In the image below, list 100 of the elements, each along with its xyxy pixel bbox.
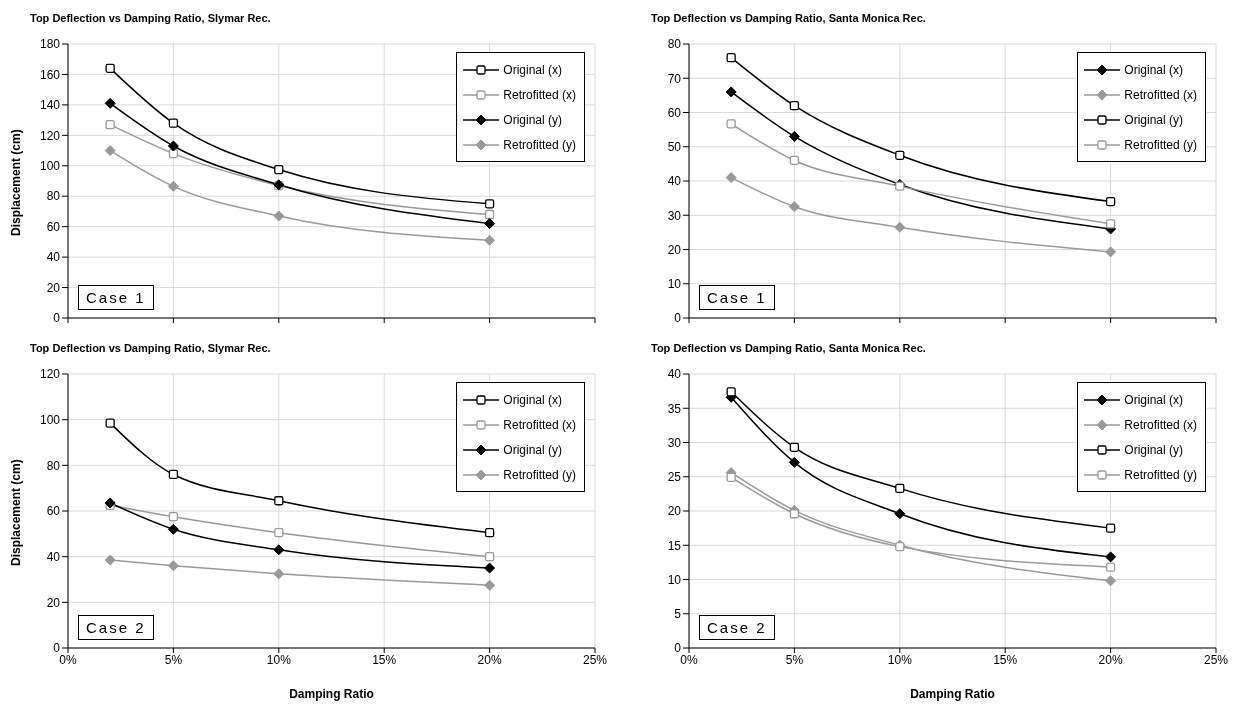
chart-title: Top Deflection vs Damping Ratio, Slymar Rec. [29, 341, 272, 356]
point [274, 528, 284, 538]
point [274, 496, 284, 506]
y-tick-label: 25 [667, 470, 682, 485]
legend-label: Original (x) [1124, 62, 1183, 77]
point [273, 210, 285, 222]
x-tick-label: 25% [1203, 652, 1229, 667]
point [789, 155, 800, 166]
point [895, 150, 905, 160]
point [484, 234, 496, 246]
x-tick-label: 5% [164, 652, 183, 667]
legend-label: Original (x) [1124, 392, 1183, 407]
legend-label: Original (y) [1124, 112, 1183, 127]
y-tick-label: 0 [53, 311, 61, 326]
legend-label: Original (x) [503, 392, 562, 407]
legend-label: Retrofitted (x) [1124, 87, 1197, 102]
point [1105, 219, 1116, 229]
y-tick-label: 80 [46, 458, 61, 473]
legend-label: Original (y) [1124, 442, 1183, 457]
point [789, 442, 800, 452]
chart-title: Top Deflection vs Damping Ratio, Santa Monica Rec. [650, 341, 927, 356]
y-tick-label: 140 [39, 98, 61, 113]
legend-label: Retrofitted (x) [503, 417, 576, 432]
annotation: Case 2 [699, 615, 775, 640]
y-tick-label: 40 [667, 174, 682, 189]
point [895, 483, 905, 494]
y-tick-label: 80 [667, 37, 682, 52]
point [788, 456, 800, 468]
point [726, 119, 736, 129]
point [789, 101, 800, 111]
y-tick-label: 20 [667, 504, 682, 519]
legend-label: Original (y) [503, 442, 562, 457]
legend-label: Retrofitted (x) [503, 87, 576, 102]
y-tick-label: 0 [53, 641, 61, 656]
point [274, 164, 284, 175]
point [167, 180, 179, 192]
point [105, 418, 115, 428]
point [484, 528, 495, 538]
y-tick-label: 120 [39, 367, 61, 382]
point [104, 97, 116, 109]
point [1105, 562, 1116, 572]
y-tick-label: 20 [46, 280, 61, 295]
y-tick-label: 160 [39, 67, 61, 82]
y-tick-label: 40 [667, 367, 682, 382]
point [104, 554, 116, 566]
point [167, 140, 179, 152]
point [484, 552, 495, 562]
point [167, 523, 179, 535]
y-tick-label: 100 [39, 159, 61, 174]
point [726, 387, 736, 397]
point [894, 221, 906, 233]
y-tick-label: 0 [674, 311, 682, 326]
x-tick-label: 20% [1098, 652, 1123, 667]
point [168, 118, 179, 128]
legend-label: Original (y) [503, 112, 562, 127]
y-tick-label: 60 [46, 504, 61, 519]
x-tick-label: 15% [372, 652, 397, 667]
point [105, 63, 115, 74]
y-tick-label: 40 [46, 250, 61, 265]
chart-title: Top Deflection vs Damping Ratio, Santa Monica Rec. [650, 11, 927, 26]
point [789, 509, 800, 519]
y-tick-label: 10 [667, 277, 682, 292]
x-tick-label: 15% [993, 652, 1018, 667]
y-tick-label: 30 [667, 208, 682, 223]
y-tick-label: 50 [667, 140, 682, 155]
point [726, 53, 736, 63]
point [725, 86, 737, 98]
legend-label: Retrofitted (x) [1124, 417, 1197, 432]
y-tick-label: 20 [667, 242, 682, 257]
point [273, 544, 285, 556]
point [894, 508, 906, 520]
x-tick-label: 0% [680, 652, 698, 667]
x-axis-title: Damping Ratio [910, 687, 995, 701]
annotation: Case 2 [78, 615, 154, 640]
legend-label: Retrofitted (y) [1124, 137, 1197, 152]
y-tick-label: 10 [667, 572, 682, 587]
point [484, 199, 495, 209]
y-axis-title: Displacement (cm) [9, 459, 24, 566]
y-tick-label: 5 [674, 607, 682, 622]
point [104, 145, 116, 157]
point [273, 568, 285, 580]
point [105, 120, 115, 130]
y-tick-label: 20 [46, 595, 61, 610]
y-tick-label: 0 [674, 641, 682, 656]
point [1105, 196, 1116, 207]
chart-title: Top Deflection vs Damping Ratio, Slymar Rec. [29, 11, 272, 26]
y-tick-label: 180 [39, 37, 61, 52]
x-tick-label: 10% [266, 652, 292, 667]
x-tick-label: 5% [785, 652, 804, 667]
point [1105, 551, 1117, 563]
y-axis-title: Displacement (cm) [9, 129, 24, 236]
x-tick-label: 10% [887, 652, 913, 667]
y-tick-label: 60 [667, 105, 682, 120]
point [1105, 246, 1117, 258]
point [725, 172, 737, 184]
x-tick-label: 20% [477, 652, 502, 667]
point [168, 469, 179, 480]
y-tick-label: 80 [46, 189, 61, 204]
point [167, 560, 179, 572]
point [484, 218, 496, 230]
